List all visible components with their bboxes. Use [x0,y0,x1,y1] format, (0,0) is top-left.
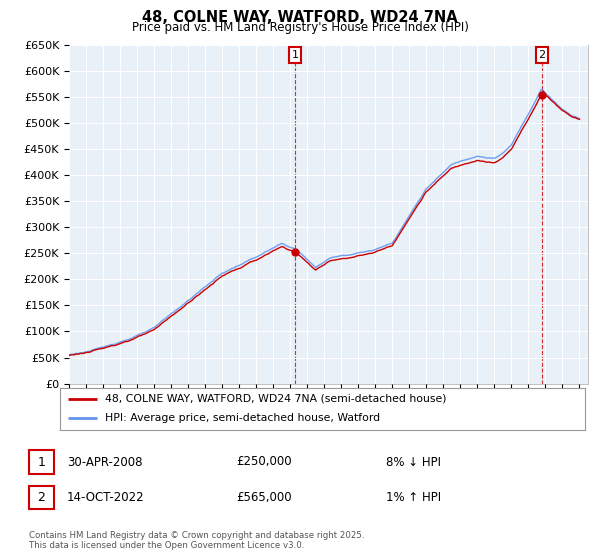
Text: 30-APR-2008: 30-APR-2008 [67,455,143,469]
Text: 1: 1 [37,455,46,469]
Text: Contains HM Land Registry data © Crown copyright and database right 2025.
This d: Contains HM Land Registry data © Crown c… [29,531,364,550]
Text: 2: 2 [37,491,46,504]
Text: £565,000: £565,000 [236,491,292,504]
Text: 2: 2 [538,50,545,60]
Text: 14-OCT-2022: 14-OCT-2022 [66,491,144,504]
Text: 8% ↓ HPI: 8% ↓ HPI [386,455,442,469]
Text: 1: 1 [292,50,299,60]
Text: 48, COLNE WAY, WATFORD, WD24 7NA (semi-detached house): 48, COLNE WAY, WATFORD, WD24 7NA (semi-d… [104,394,446,404]
Text: £250,000: £250,000 [236,455,292,469]
Text: Price paid vs. HM Land Registry's House Price Index (HPI): Price paid vs. HM Land Registry's House … [131,21,469,34]
Text: HPI: Average price, semi-detached house, Watford: HPI: Average price, semi-detached house,… [104,413,380,423]
Text: 1% ↑ HPI: 1% ↑ HPI [386,491,442,504]
Text: 48, COLNE WAY, WATFORD, WD24 7NA: 48, COLNE WAY, WATFORD, WD24 7NA [142,10,458,25]
